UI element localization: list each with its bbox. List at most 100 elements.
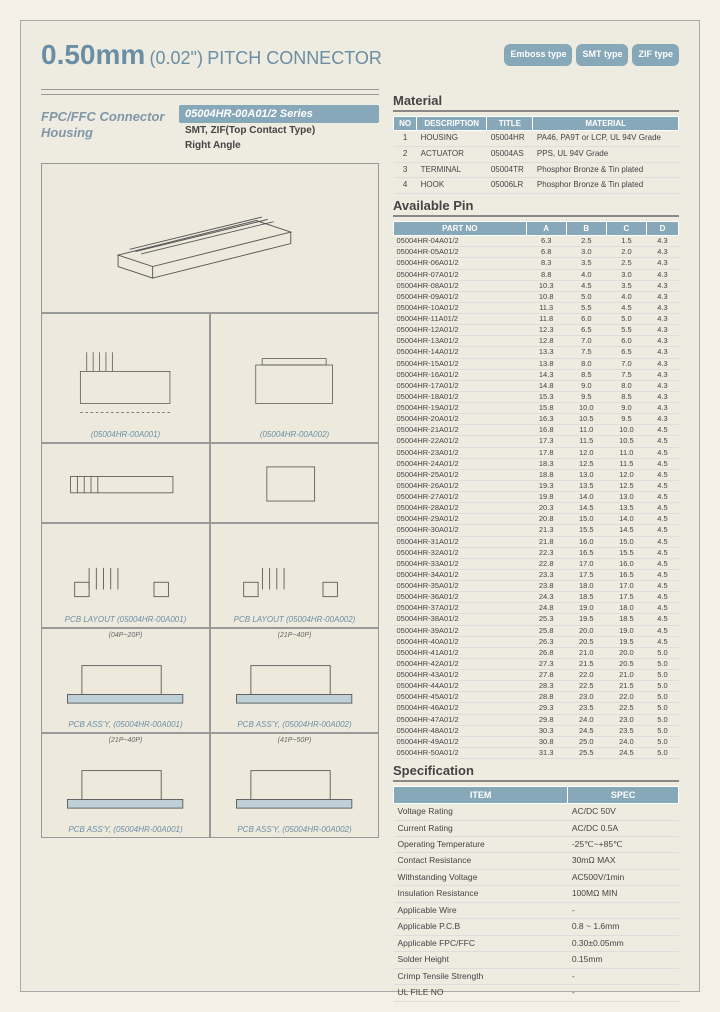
table-row: 05004HR-39A01/225.820.019.04.5 (394, 625, 679, 636)
pcb-assy-2: (21P~40P) PCB ASS'Y, (05004HR-00A002) (210, 628, 379, 733)
table-row: 05004HR-11A01/211.86.05.04.3 (394, 314, 679, 325)
table-row: Applicable Wire- (394, 902, 679, 918)
assy1-label: PCB ASS'Y, (05004HR-00A001) (68, 720, 182, 729)
table-row: Applicable P.C.B0.8 ~ 1.6mm (394, 919, 679, 935)
table-row: 05004HR-18A01/215.39.58.54.3 (394, 391, 679, 402)
table-row: 05004HR-05A01/26.83.02.04.3 (394, 247, 679, 258)
table-row: 05004HR-37A01/224.819.018.04.5 (394, 603, 679, 614)
table-row: 05004HR-30A01/221.315.514.54.5 (394, 525, 679, 536)
table-row: 05004HR-19A01/215.810.09.04.3 (394, 403, 679, 414)
table-row: 05004HR-12A01/212.36.55.54.3 (394, 325, 679, 336)
table-row: 05004HR-35A01/223.818.017.04.5 (394, 581, 679, 592)
pcb-assy-1: (04P~20P) PCB ASS'Y, (05004HR-00A001) (41, 628, 210, 733)
table-row: 05004HR-50A01/231.325.524.55.0 (394, 747, 679, 758)
table-row: Withstanding VoltageAC500V/1min (394, 869, 679, 885)
table-row: 05004HR-49A01/230.825.024.05.0 (394, 736, 679, 747)
assy3-label: PCB ASS'Y, (05004HR-00A001) (68, 825, 182, 834)
table-row: 05004HR-41A01/226.821.020.05.0 (394, 647, 679, 658)
table-row: 05004HR-14A01/213.37.56.54.3 (394, 347, 679, 358)
table-row: 05004HR-48A01/230.324.523.55.0 (394, 725, 679, 736)
table-row: 05004HR-44A01/228.322.521.55.0 (394, 681, 679, 692)
table-row: Operating Temperature-25℃~+85℃ (394, 837, 679, 853)
table-row: 05004HR-47A01/229.824.023.05.0 (394, 714, 679, 725)
pins-table: PART NOABCD 05004HR-04A01/26.32.51.54.30… (393, 221, 679, 759)
table-row: 05004HR-29A01/220.815.014.04.5 (394, 514, 679, 525)
series-header: FPC/FFC Connector Housing 05004HR-00A01/… (41, 105, 379, 153)
table-row: Applicable FPC/FFC0.30±0.05mm (394, 935, 679, 951)
table-row: 05004HR-26A01/219.313.512.54.5 (394, 480, 679, 491)
table-row: 05004HR-36A01/224.318.517.54.5 (394, 592, 679, 603)
table-row: 05004HR-43A01/227.822.021.05.0 (394, 670, 679, 681)
pcb-layout-1: PCB LAYOUT (05004HR-00A001) (41, 523, 210, 628)
table-row: 05004HR-22A01/217.311.510.54.5 (394, 436, 679, 447)
table-row: 05004HR-09A01/210.85.04.04.3 (394, 291, 679, 302)
pcb-layout-2: PCB LAYOUT (05004HR-00A002) (210, 523, 379, 628)
table-row: 1HOUSING05004HRPA46, PA9T or LCP, UL 94V… (394, 131, 679, 147)
table-row: 05004HR-08A01/210.34.53.54.3 (394, 280, 679, 291)
table-row: 05004HR-13A01/212.87.06.04.3 (394, 336, 679, 347)
badge-zif: ZIF type (632, 44, 679, 66)
assy2-label: PCB ASS'Y, (05004HR-00A002) (237, 720, 351, 729)
table-row: 4HOOK05006LRPhosphor Bronze & Tin plated (394, 178, 679, 194)
dim-drawing-2: (05004HR-00A002) (210, 313, 379, 443)
table-row: Voltage RatingAC/DC 50V (394, 804, 679, 820)
table-row: 05004HR-24A01/218.312.511.54.5 (394, 458, 679, 469)
pitch-size: 0.50mm (41, 39, 145, 70)
table-row: 05004HR-07A01/28.84.03.04.3 (394, 269, 679, 280)
table-row: Solder Height0.15mm (394, 952, 679, 968)
table-row: 05004HR-23A01/217.812.011.04.5 (394, 447, 679, 458)
side-2 (210, 443, 379, 523)
badge-emboss: Emboss type (504, 44, 572, 66)
spec-table: ITEMSPEC Voltage RatingAC/DC 50VCurrent … (393, 786, 679, 1002)
table-row: 05004HR-16A01/214.38.57.54.3 (394, 369, 679, 380)
side-1 (41, 443, 210, 523)
table-row: 05004HR-25A01/218.813.012.04.5 (394, 469, 679, 480)
table-row: Crimp Tensile Strength- (394, 968, 679, 984)
left-col: FPC/FFC Connector Housing 05004HR-00A01/… (41, 89, 379, 1002)
table-row: Insulation Resistance100MΩ MIN (394, 886, 679, 902)
table-row: 05004HR-04A01/26.32.51.54.3 (394, 236, 679, 247)
table-row: 05004HR-40A01/226.320.519.54.5 (394, 636, 679, 647)
table-row: 05004HR-10A01/211.35.54.54.3 (394, 302, 679, 313)
pins-heading: Available Pin (393, 198, 679, 217)
material-heading: Material (393, 93, 679, 112)
pcb2-label: PCB LAYOUT (05004HR-00A002) (234, 615, 356, 624)
table-row: 05004HR-34A01/223.317.516.54.5 (394, 569, 679, 580)
table-row: 3TERMINAL05004TRPhosphor Bronze & Tin pl… (394, 162, 679, 178)
datasheet-page: 0.50mm (0.02") PITCH CONNECTOR Emboss ty… (20, 20, 700, 992)
pcb-layouts: PCB LAYOUT (05004HR-00A001) PCB LAYOUT (… (41, 523, 379, 838)
page-header: 0.50mm (0.02") PITCH CONNECTOR Emboss ty… (41, 39, 679, 71)
table-row: 05004HR-45A01/228.823.022.05.0 (394, 692, 679, 703)
right-col: Material NODESCRIPTIONTITLEMATERIAL 1HOU… (393, 89, 679, 1002)
table-row: 05004HR-46A01/229.323.522.55.0 (394, 703, 679, 714)
material-table: NODESCRIPTIONTITLEMATERIAL 1HOUSING05004… (393, 116, 679, 194)
side-drawings (41, 443, 379, 523)
table-row: Current RatingAC/DC 0.5A (394, 820, 679, 836)
table-row: 05004HR-06A01/28.33.52.54.3 (394, 258, 679, 269)
series-box: 05004HR-00A01/2 Series (179, 105, 379, 123)
main-columns: FPC/FFC Connector Housing 05004HR-00A01/… (41, 89, 679, 1002)
table-row: 05004HR-15A01/213.88.07.04.3 (394, 358, 679, 369)
table-row: 05004HR-28A01/220.314.513.54.5 (394, 503, 679, 514)
assy4-label: PCB ASS'Y, (05004HR-00A002) (237, 825, 351, 834)
table-row: 05004HR-20A01/216.310.59.54.3 (394, 414, 679, 425)
title-text: PITCH CONNECTOR (207, 48, 382, 68)
badges: Emboss type SMT type ZIF type (504, 44, 679, 66)
dim2-label: (05004HR-00A002) (260, 430, 329, 439)
table-row: 05004HR-17A01/214.89.08.04.3 (394, 380, 679, 391)
pitch-inch: (0.02") (150, 48, 203, 68)
dim-drawings: (05004HR-00A001) (05004HR-00A002) (41, 313, 379, 443)
table-row: Contact Resistance30mΩ MAX (394, 853, 679, 869)
series-line2: Right Angle (179, 138, 379, 153)
pcb1-label: PCB LAYOUT (05004HR-00A001) (65, 615, 187, 624)
dim1-label: (05004HR-00A001) (91, 430, 160, 439)
table-row: 05004HR-33A01/222.817.016.04.5 (394, 558, 679, 569)
pcb-assy-3: (21P~40P) PCB ASS'Y, (05004HR-00A001) (41, 733, 210, 838)
series-line1: SMT, ZIF(Top Contact Type) (179, 123, 379, 138)
product-family: FPC/FFC Connector Housing (41, 105, 171, 153)
table-row: 05004HR-32A01/222.316.515.54.5 (394, 547, 679, 558)
table-row: 05004HR-21A01/216.811.010.04.5 (394, 425, 679, 436)
badge-smt: SMT type (576, 44, 628, 66)
table-row: 05004HR-38A01/225.319.518.54.5 (394, 614, 679, 625)
table-row: 05004HR-42A01/227.321.520.55.0 (394, 658, 679, 669)
